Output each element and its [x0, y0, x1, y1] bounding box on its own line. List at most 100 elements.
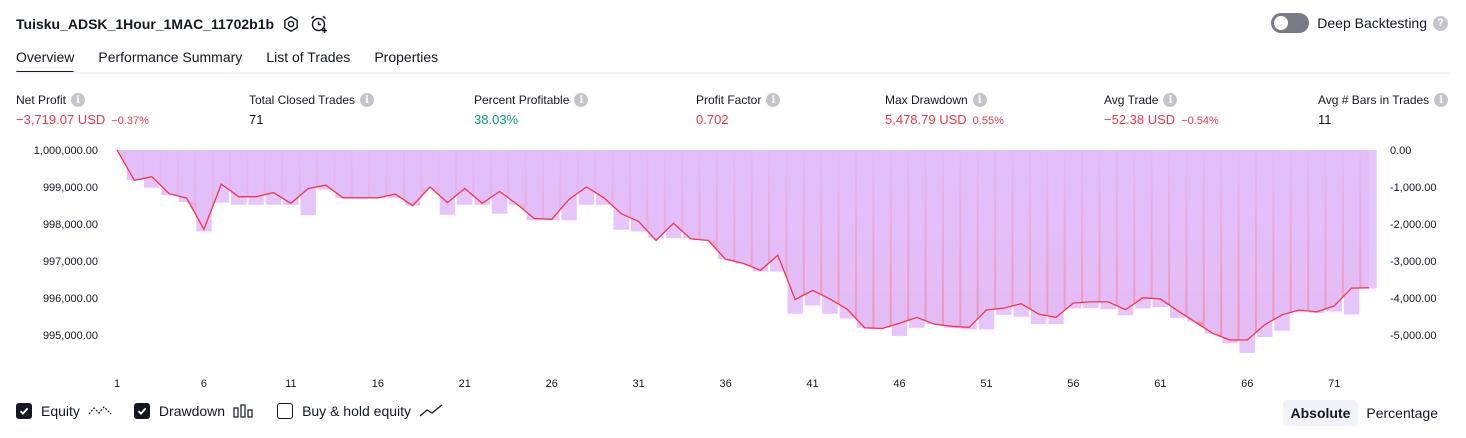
info-icon[interactable]: i [360, 93, 375, 107]
drawdown-bar [213, 150, 230, 203]
drawdown-bar [943, 150, 960, 328]
tab-divider [16, 72, 1450, 74]
absolute-mode-button[interactable]: Absolute [1282, 400, 1359, 426]
metric-label: Max Drawdown [885, 93, 968, 107]
drawdown-bar [1083, 150, 1099, 309]
drawdown-bar [283, 150, 299, 205]
percentage-mode-button[interactable]: Percentage [1366, 405, 1438, 421]
metric-label: Percent Profitable [474, 93, 570, 107]
info-icon[interactable]: i [1163, 93, 1178, 107]
alarm-clock-plus-icon[interactable] [308, 13, 330, 35]
drawdown-bar [1326, 150, 1342, 312]
info-icon[interactable]: i [71, 93, 86, 107]
drawdown-bar [526, 150, 543, 221]
drawdown-bar [352, 150, 369, 199]
tab-overview[interactable]: Overview [16, 44, 75, 74]
drawdown-bar [717, 150, 734, 259]
legend-equity[interactable]: Equity [16, 403, 112, 419]
deep-backtesting-toggle[interactable] [1271, 13, 1310, 33]
drawdown-bar [613, 150, 629, 230]
strategy-header: Tuisku_ADSK_1Hour_1MAC_11702b1b [16, 12, 330, 36]
drawdown-bar [300, 150, 316, 216]
metric-avg-trade: Avg Trade i −52.38 USD −0.54% [1104, 93, 1219, 127]
metric-value: 38.03% [474, 112, 519, 127]
right-tick-label: -2,000.00 [1390, 219, 1436, 231]
tab-properties[interactable]: Properties [374, 49, 439, 65]
drawdown-bar [1274, 150, 1290, 331]
drawdown-bar [752, 150, 769, 272]
x-tick-label: 61 [1154, 378, 1166, 390]
drawdown-bar [735, 150, 751, 264]
right-tick-label: 0.00 [1390, 145, 1411, 157]
drawdown-bar [1291, 150, 1308, 313]
drawdown-bar [770, 150, 786, 272]
buy-hold-checkbox[interactable] [277, 403, 294, 419]
metric-sub-value: −0.54% [1181, 115, 1219, 127]
right-tick-label: -1,000.00 [1390, 182, 1436, 194]
drawdown-bar [509, 150, 525, 205]
drawdown-bars [126, 150, 1377, 353]
tab-performance-summary[interactable]: Performance Summary [98, 49, 243, 65]
buy-hold-line-icon [419, 404, 443, 418]
drawdown-bar [1239, 150, 1255, 353]
metric-sub-value: −0.37% [111, 115, 149, 127]
metric-value: 0.702 [696, 112, 729, 127]
chart-legend: Equity Drawdown Buy & hold equity [16, 403, 465, 419]
drawdown-bar [561, 150, 577, 221]
drawdown-bar [1030, 150, 1047, 325]
drawdown-checkbox[interactable] [133, 403, 150, 419]
x-tick-label: 6 [201, 378, 207, 390]
x-tick-label: 36 [719, 378, 731, 390]
metric-avg-bars-in-trades: Avg # Bars in Trades i 11 [1318, 93, 1449, 127]
drawdown-bar [544, 150, 560, 220]
help-icon[interactable]: ? [1433, 15, 1448, 31]
equity-line-icon [88, 404, 112, 418]
drawdown-bar [1343, 150, 1360, 315]
equity-line [116, 149, 1370, 341]
x-tick-label: 1 [114, 378, 120, 390]
drawdown-bar [839, 150, 856, 319]
drawdown-bar [787, 150, 803, 314]
left-tick-label: 999,000.00 [43, 182, 98, 194]
info-icon[interactable]: i [574, 93, 589, 107]
legend-buy-hold[interactable]: Buy & hold equity [277, 403, 443, 419]
drawdown-bar [891, 150, 908, 336]
legend-drawdown[interactable]: Drawdown [133, 403, 255, 419]
drawdown-bar [1013, 150, 1029, 317]
legend-label: Buy & hold equity [302, 403, 412, 419]
drawdown-bar [596, 150, 612, 205]
drawdown-bar [1100, 150, 1116, 310]
info-icon[interactable]: i [972, 93, 987, 107]
drawdown-bar [1135, 150, 1151, 309]
gear-icon[interactable] [280, 13, 302, 35]
info-icon[interactable]: i [766, 93, 781, 107]
left-tick-label: 998,000.00 [43, 219, 98, 231]
equity-checkbox[interactable] [16, 403, 32, 419]
tab-bar: Overview Performance Summary List of Tra… [16, 44, 462, 74]
drawdown-bar [822, 150, 838, 314]
drawdown-bar [1170, 150, 1186, 318]
x-tick-label: 21 [459, 378, 471, 390]
drawdown-bar [248, 150, 264, 205]
drawdown-bar [196, 150, 212, 232]
drawdown-bars-icon [233, 404, 255, 418]
legend-label: Equity [41, 403, 80, 419]
drawdown-bar [161, 150, 177, 196]
tab-list-of-trades[interactable]: List of Trades [266, 49, 351, 65]
display-mode-switch: Absolute Percentage [1282, 400, 1447, 426]
equity-drawdown-chart[interactable]: 1,000,000.00 999,000.00 998,000.00 997,000.… [0, 140, 1466, 395]
metric-value: −52.38 USD [1104, 112, 1176, 127]
drawdown-bar [857, 150, 873, 328]
metric-sub-value: 0.55% [972, 115, 1004, 127]
drawdown-bar [1361, 150, 1377, 289]
metric-label: Avg # Bars in Trades [1318, 93, 1430, 107]
metric-value: 11 [1318, 112, 1332, 127]
metric-value: 5,478.79 USD [885, 112, 967, 127]
drawdown-bar [178, 150, 195, 202]
info-icon[interactable]: i [1434, 93, 1449, 107]
drawdown-bar [1222, 150, 1238, 344]
drawdown-bar [1256, 150, 1273, 338]
drawdown-bar [265, 150, 282, 205]
metric-label: Profit Factor [696, 93, 762, 107]
drawdown-bar [422, 150, 438, 188]
